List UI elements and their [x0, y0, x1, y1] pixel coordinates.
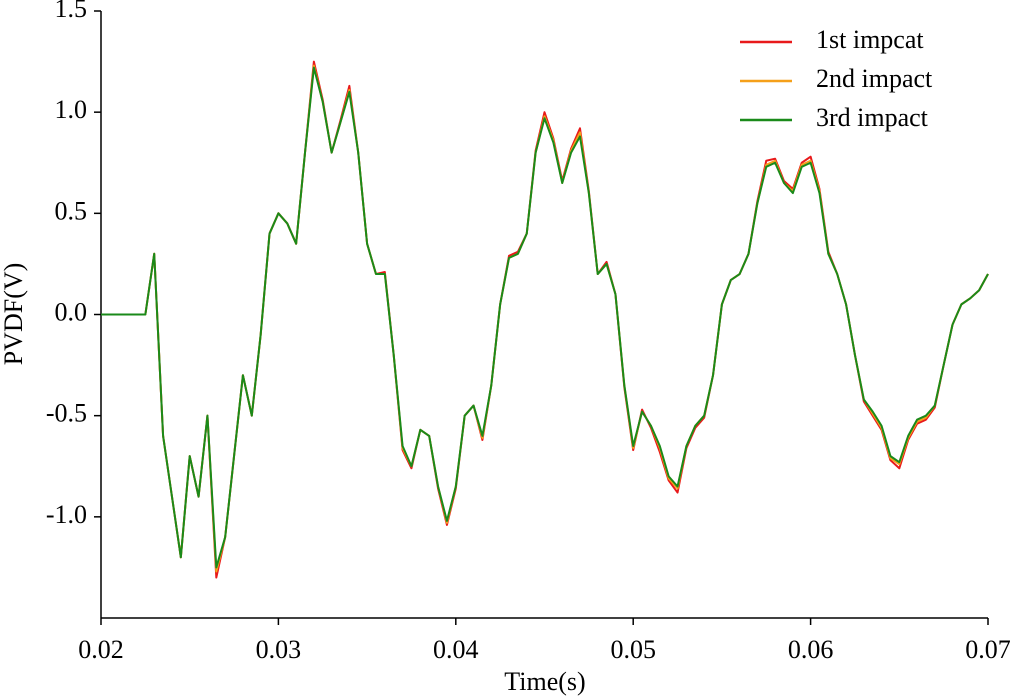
series-line: [101, 60, 989, 579]
x-tick-label: 0.03: [256, 635, 302, 664]
y-tick-label: -0.5: [46, 399, 87, 428]
x-tick-label: 0.04: [433, 635, 479, 664]
x-tick-label: 0.05: [610, 635, 656, 664]
y-tick-label: -1.0: [46, 500, 87, 529]
x-tick-label: 0.06: [788, 635, 834, 664]
legend-label: 1st impcat: [816, 25, 924, 54]
y-tick-label: 0.0: [55, 297, 88, 326]
y-tick-label: 1.0: [55, 95, 88, 124]
series-line: [101, 66, 989, 569]
y-tick-label: 1.5: [55, 0, 88, 23]
legend-label: 3rd impact: [816, 103, 929, 132]
series-line: [101, 64, 989, 573]
x-axis-label: Time(s): [504, 667, 585, 696]
y-axis-label: PVDF(V): [0, 263, 28, 366]
legend-label: 2nd impact: [816, 64, 933, 93]
x-tick-label: 0.07: [965, 635, 1011, 664]
y-tick-label: 0.5: [55, 196, 88, 225]
x-tick-label: 0.02: [78, 635, 124, 664]
